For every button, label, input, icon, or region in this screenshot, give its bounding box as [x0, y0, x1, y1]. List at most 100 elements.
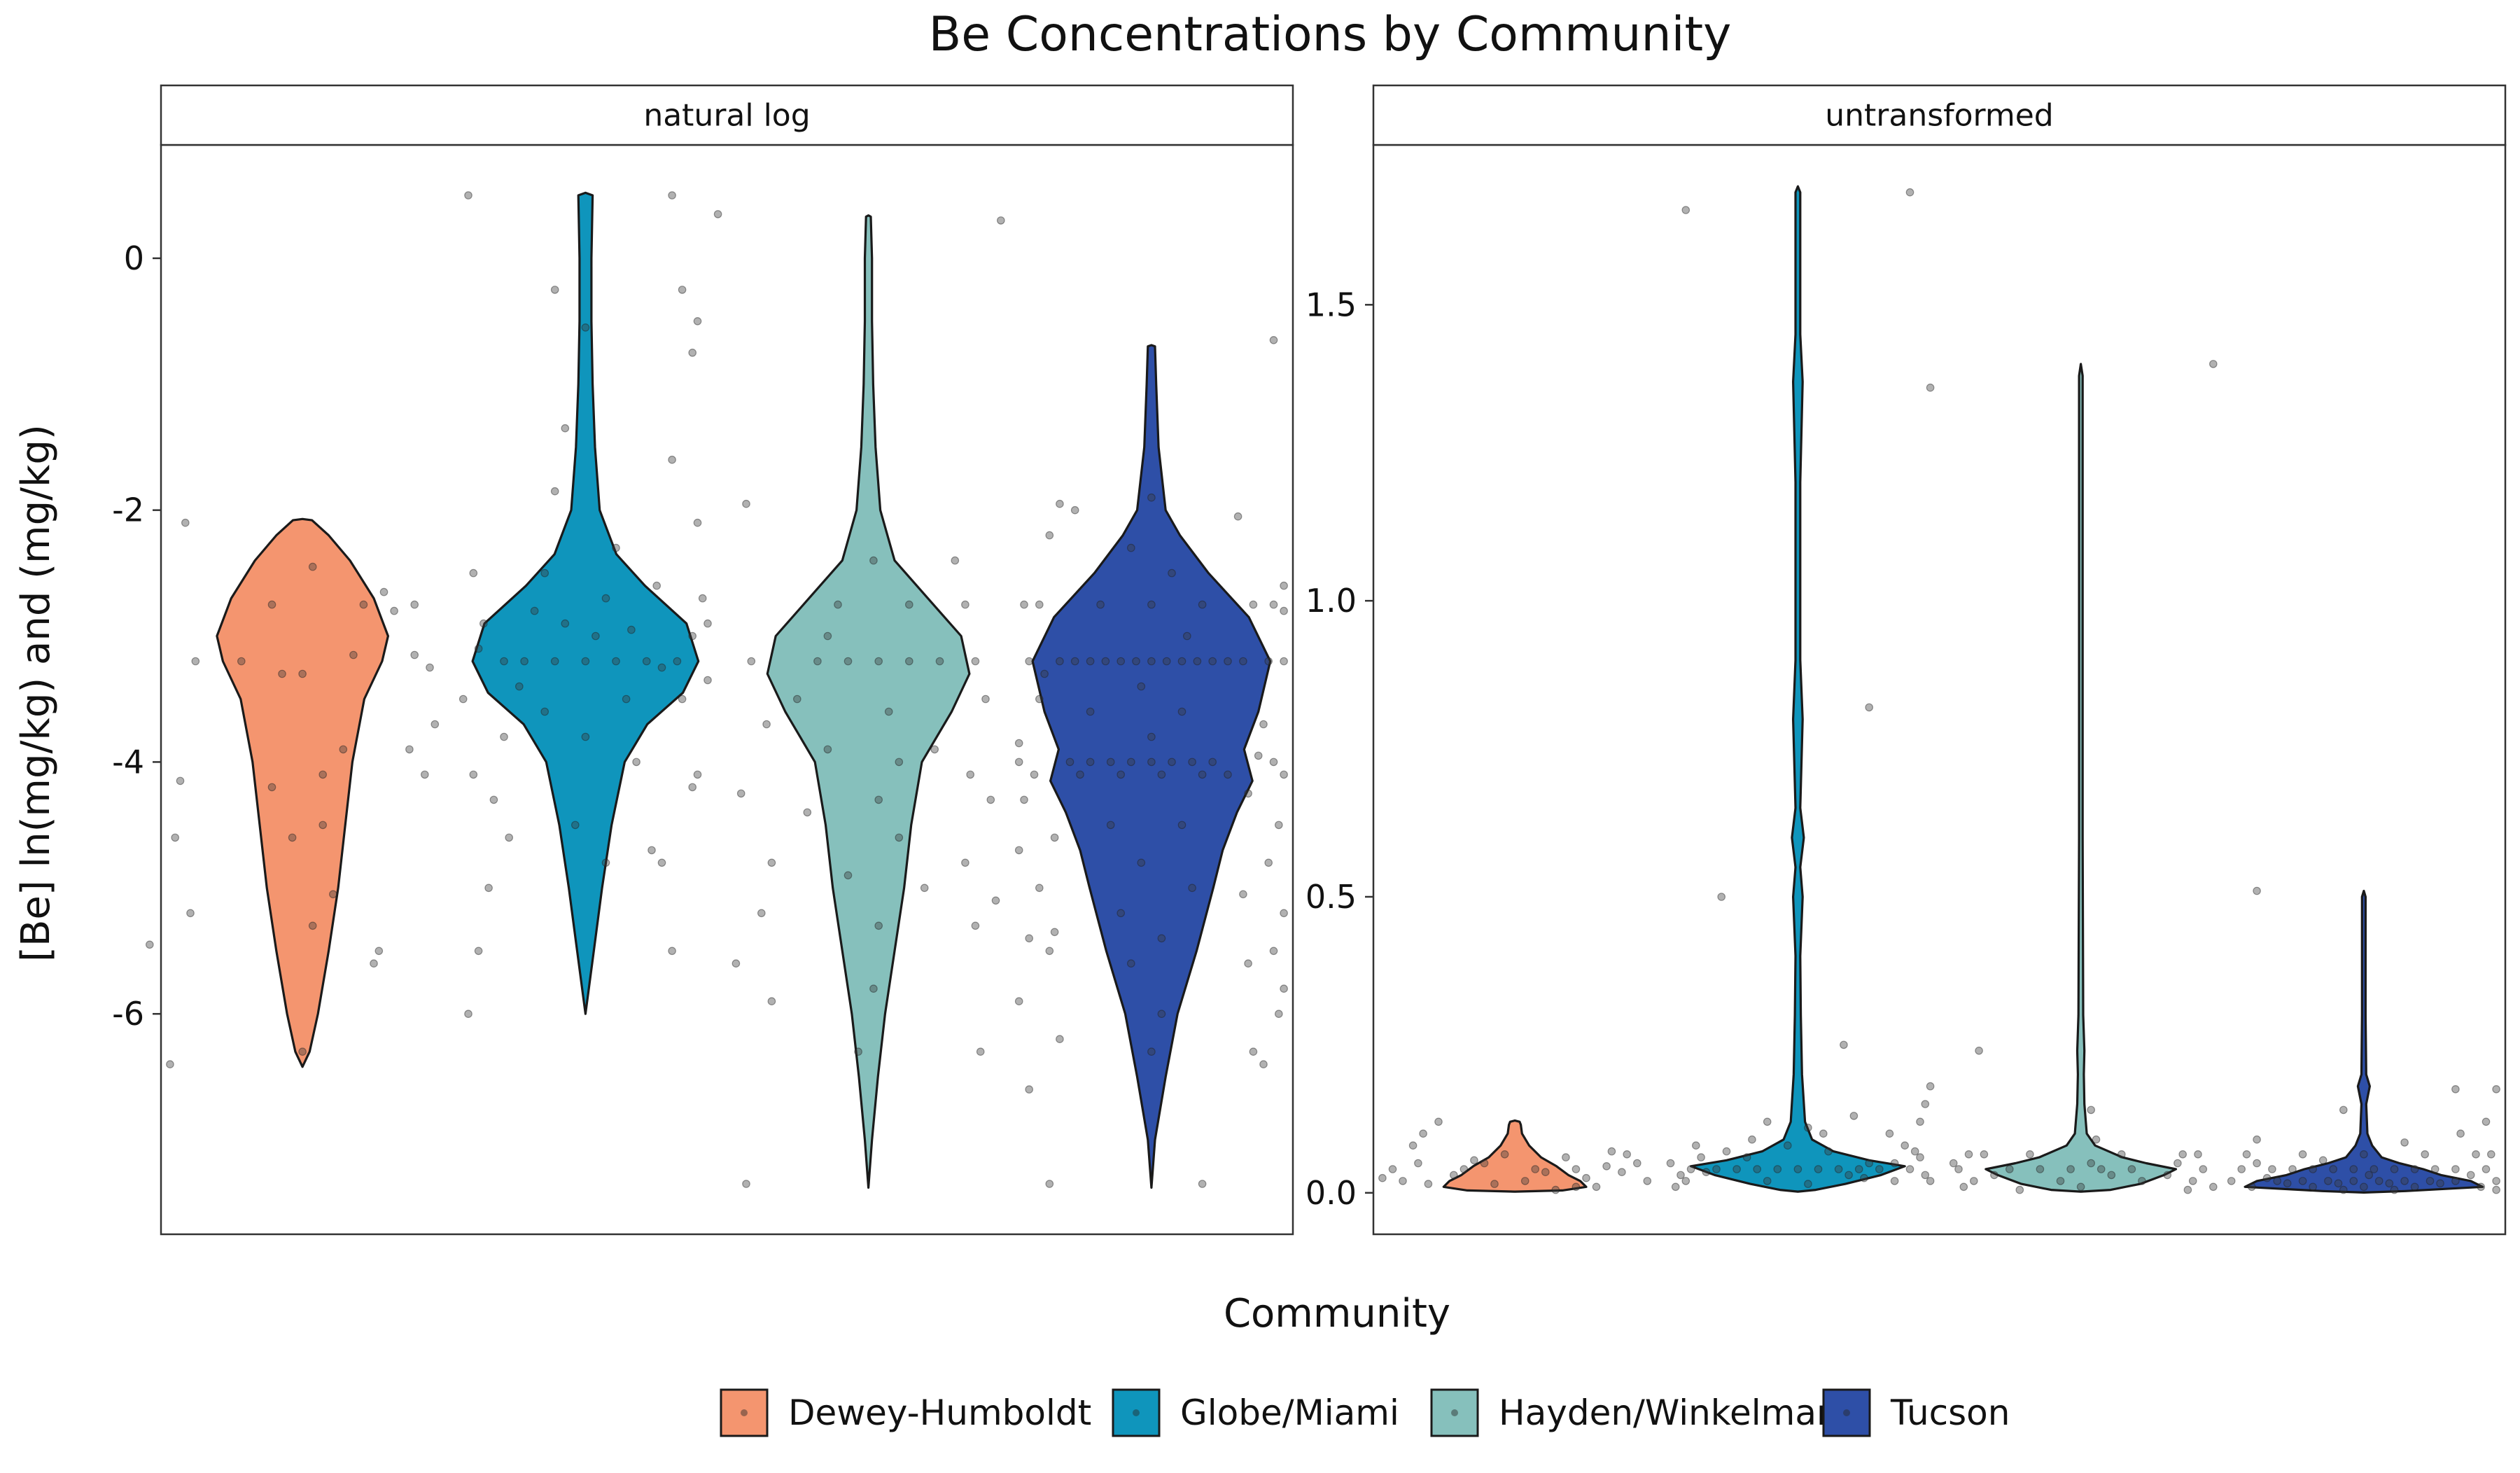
data-point — [318, 821, 327, 830]
data-point — [1702, 1168, 1711, 1176]
data-point — [1106, 821, 1115, 830]
data-point — [1773, 1165, 1782, 1173]
data-point — [1132, 657, 1140, 666]
data-point — [1035, 694, 1044, 704]
data-point — [1056, 657, 1064, 666]
data-point — [1177, 821, 1186, 830]
data-point — [2242, 1150, 2251, 1159]
data-point — [2482, 1117, 2491, 1126]
data-point — [1020, 795, 1028, 804]
facet-strip-label: untransformed — [1825, 98, 2053, 134]
data-point — [2015, 1185, 2024, 1194]
data-point — [1275, 821, 1283, 830]
data-point — [693, 316, 702, 326]
data-point — [612, 657, 620, 666]
data-point — [1050, 833, 1059, 842]
x-axis-title: Community — [1224, 1291, 1450, 1336]
data-point — [1681, 206, 1690, 214]
data-point — [813, 657, 822, 666]
data-point — [489, 795, 498, 804]
data-point — [1280, 657, 1288, 666]
data-point — [520, 657, 528, 666]
data-point — [1607, 1147, 1616, 1156]
data-point — [2309, 1182, 2317, 1192]
data-point — [1964, 1150, 1973, 1159]
data-point — [1763, 1177, 1772, 1185]
data-point — [2385, 1179, 2394, 1188]
data-point — [632, 758, 640, 767]
data-point — [561, 424, 570, 433]
data-point — [834, 600, 842, 609]
data-point — [612, 543, 620, 552]
data-point — [1905, 1165, 1914, 1173]
data-point — [1844, 1171, 1853, 1180]
data-point — [2487, 1150, 2496, 1159]
data-point — [2036, 1165, 2045, 1173]
data-point — [1732, 1165, 1741, 1173]
data-point — [1193, 657, 1202, 666]
data-point — [500, 657, 508, 666]
data-point — [698, 594, 707, 603]
data-point — [1722, 1147, 1731, 1156]
data-point — [935, 657, 944, 666]
data-point — [390, 606, 398, 615]
data-point — [370, 959, 378, 968]
data-point — [1127, 543, 1135, 552]
data-point — [2298, 1150, 2307, 1159]
data-point — [905, 600, 913, 609]
data-point — [2430, 1165, 2440, 1173]
data-point — [844, 657, 853, 666]
data-point — [2199, 1165, 2208, 1173]
data-point — [298, 669, 307, 678]
data-point — [874, 921, 883, 930]
data-point — [2472, 1150, 2480, 1159]
data-point — [1905, 188, 1914, 197]
data-point — [961, 600, 969, 609]
data-point — [1264, 858, 1273, 867]
legend-item: Globe/Miami — [1112, 1388, 1399, 1437]
data-point — [874, 657, 883, 666]
data-point — [1233, 512, 1242, 521]
data-point — [1980, 1150, 1989, 1159]
data-point — [176, 776, 185, 786]
data-point — [668, 455, 676, 464]
data-point — [570, 821, 580, 830]
data-point — [1280, 984, 1288, 993]
data-point — [2329, 1165, 2337, 1173]
data-point — [540, 707, 549, 716]
data-point — [1824, 1147, 1833, 1156]
data-point — [1520, 1177, 1530, 1185]
data-point — [1157, 934, 1166, 943]
data-point — [2127, 1165, 2136, 1173]
data-point — [1990, 1171, 1998, 1180]
data-point — [742, 499, 750, 508]
y-tick-label: -6 — [112, 995, 144, 1033]
data-point — [693, 770, 702, 779]
data-point — [793, 694, 802, 704]
data-point — [1890, 1159, 1899, 1168]
data-point — [1280, 606, 1288, 615]
data-point — [688, 348, 696, 357]
data-point — [657, 858, 666, 867]
data-point — [1875, 1165, 1884, 1173]
data-point — [1025, 1085, 1033, 1094]
data-point — [1035, 884, 1044, 893]
data-point — [652, 581, 661, 590]
data-point — [1014, 846, 1023, 855]
data-point — [1280, 581, 1288, 590]
data-point — [1717, 893, 1726, 901]
data-point — [2360, 1150, 2368, 1159]
data-point — [2118, 1150, 2126, 1159]
data-point — [1450, 1171, 1458, 1180]
data-point — [592, 631, 600, 641]
data-point — [1264, 657, 1273, 666]
data-point — [884, 707, 893, 716]
data-point — [622, 694, 631, 704]
legend-item: Hayden/Winkelman — [1430, 1388, 1839, 1437]
data-point — [1480, 1159, 1489, 1168]
data-point — [2426, 1177, 2435, 1185]
data-point — [1157, 770, 1166, 779]
data-point — [1671, 1182, 1680, 1192]
data-point — [930, 745, 939, 754]
data-point — [757, 909, 766, 918]
